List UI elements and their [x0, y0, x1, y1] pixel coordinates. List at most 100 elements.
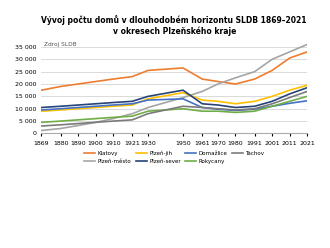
Plzeň-sever	[253, 105, 257, 108]
Plzeň-město	[233, 76, 237, 79]
Plzeň-sever	[270, 100, 274, 103]
Plzeň-město	[111, 117, 115, 120]
Plzeň-jih	[233, 102, 237, 105]
Plzeň-jih	[200, 99, 204, 102]
Tachov	[76, 122, 80, 125]
Klatovy	[94, 80, 98, 83]
Tachov	[39, 124, 43, 127]
Plzeň-město	[146, 106, 150, 109]
Klatovy	[39, 89, 43, 92]
Legend: Klatovy, Plzeň-město, Plzeň-jih, Plzeň-sever, Domažlice, Rokycany, Tachov: Klatovy, Plzeň-město, Plzeň-jih, Plzeň-s…	[82, 149, 266, 166]
Rokycany	[94, 117, 98, 120]
Plzeň-město	[94, 121, 98, 124]
Plzeň-město	[253, 70, 257, 73]
Line: Plzeň-sever: Plzeň-sever	[41, 88, 307, 107]
Rokycany	[111, 116, 115, 119]
Plzeň-sever	[111, 101, 115, 104]
Klatovy	[181, 66, 185, 69]
Klatovy	[111, 78, 115, 81]
Tachov	[233, 108, 237, 111]
Rokycany	[130, 115, 134, 118]
Domažlice	[59, 107, 63, 110]
Domažlice	[253, 108, 257, 111]
Plzeň-sever	[146, 95, 150, 98]
Domažlice	[181, 97, 185, 100]
Klatovy	[200, 78, 204, 81]
Tachov	[146, 112, 150, 115]
Tachov	[216, 107, 220, 110]
Plzeň-sever	[233, 106, 237, 109]
Plzeň-město	[288, 50, 292, 53]
Klatovy	[270, 69, 274, 72]
Plzeň-město	[59, 127, 63, 130]
Plzeň-jih	[216, 100, 220, 103]
Rokycany	[200, 110, 204, 113]
Rokycany	[146, 110, 150, 113]
Rokycany	[305, 95, 309, 98]
Plzeň-jih	[94, 106, 98, 109]
Domažlice	[305, 99, 309, 102]
Plzeň-město	[181, 96, 185, 99]
Klatovy	[59, 85, 63, 88]
Domažlice	[94, 105, 98, 108]
Plzeň-jih	[111, 105, 115, 108]
Domažlice	[111, 103, 115, 106]
Domažlice	[146, 99, 150, 102]
Rokycany	[288, 100, 292, 103]
Plzeň-město	[39, 129, 43, 132]
Tachov	[288, 96, 292, 99]
Tachov	[253, 107, 257, 110]
Plzeň-jih	[253, 100, 257, 103]
Plzeň-město	[270, 58, 274, 61]
Plzeň-město	[200, 90, 204, 93]
Plzeň-město	[130, 112, 134, 115]
Klatovy	[305, 50, 309, 53]
Klatovy	[253, 78, 257, 81]
Tachov	[130, 118, 134, 121]
Line: Klatovy: Klatovy	[41, 52, 307, 90]
Plzeň-sever	[39, 106, 43, 109]
Rokycany	[59, 120, 63, 123]
Rokycany	[233, 111, 237, 114]
Rokycany	[253, 110, 257, 113]
Line: Rokycany: Rokycany	[41, 96, 307, 122]
Plzeň-sever	[181, 89, 185, 92]
Rokycany	[216, 110, 220, 113]
Plzeň-sever	[59, 105, 63, 108]
Plzeň-jih	[130, 103, 134, 106]
Rokycany	[181, 107, 185, 110]
Line: Plzeň-jih: Plzeň-jih	[41, 85, 307, 111]
Tachov	[270, 102, 274, 105]
Domažlice	[130, 102, 134, 105]
Line: Domažlice: Domažlice	[41, 99, 307, 110]
Domažlice	[200, 106, 204, 109]
Tachov	[111, 120, 115, 123]
Domažlice	[216, 108, 220, 111]
Tachov	[200, 106, 204, 109]
Plzeň-jih	[76, 107, 80, 110]
Tachov	[59, 123, 63, 126]
Domažlice	[270, 105, 274, 108]
Line: Tachov: Tachov	[41, 92, 307, 126]
Plzeň-jih	[288, 89, 292, 92]
Plzeň-jih	[146, 97, 150, 100]
Klatovy	[146, 69, 150, 72]
Plzeň-jih	[181, 91, 185, 94]
Plzeň-město	[216, 83, 220, 86]
Tachov	[181, 105, 185, 108]
Plzeň-sever	[288, 93, 292, 95]
Tachov	[94, 121, 98, 124]
Plzeň-jih	[270, 95, 274, 98]
Plzeň-sever	[76, 103, 80, 106]
Klatovy	[216, 80, 220, 83]
Text: Zdroj SLDB: Zdroj SLDB	[44, 42, 77, 47]
Title: Vývoj počtu domů v dlouhodobém horizontu SLDB 1869–2021
v okresech Plzeňského kr: Vývoj počtu domů v dlouhodobém horizontu…	[42, 15, 307, 36]
Rokycany	[39, 121, 43, 124]
Plzeň-sever	[94, 102, 98, 105]
Rokycany	[270, 105, 274, 108]
Plzeň-město	[76, 124, 80, 127]
Domažlice	[39, 108, 43, 111]
Domažlice	[76, 106, 80, 109]
Plzeň-jih	[59, 108, 63, 111]
Plzeň-sever	[216, 103, 220, 106]
